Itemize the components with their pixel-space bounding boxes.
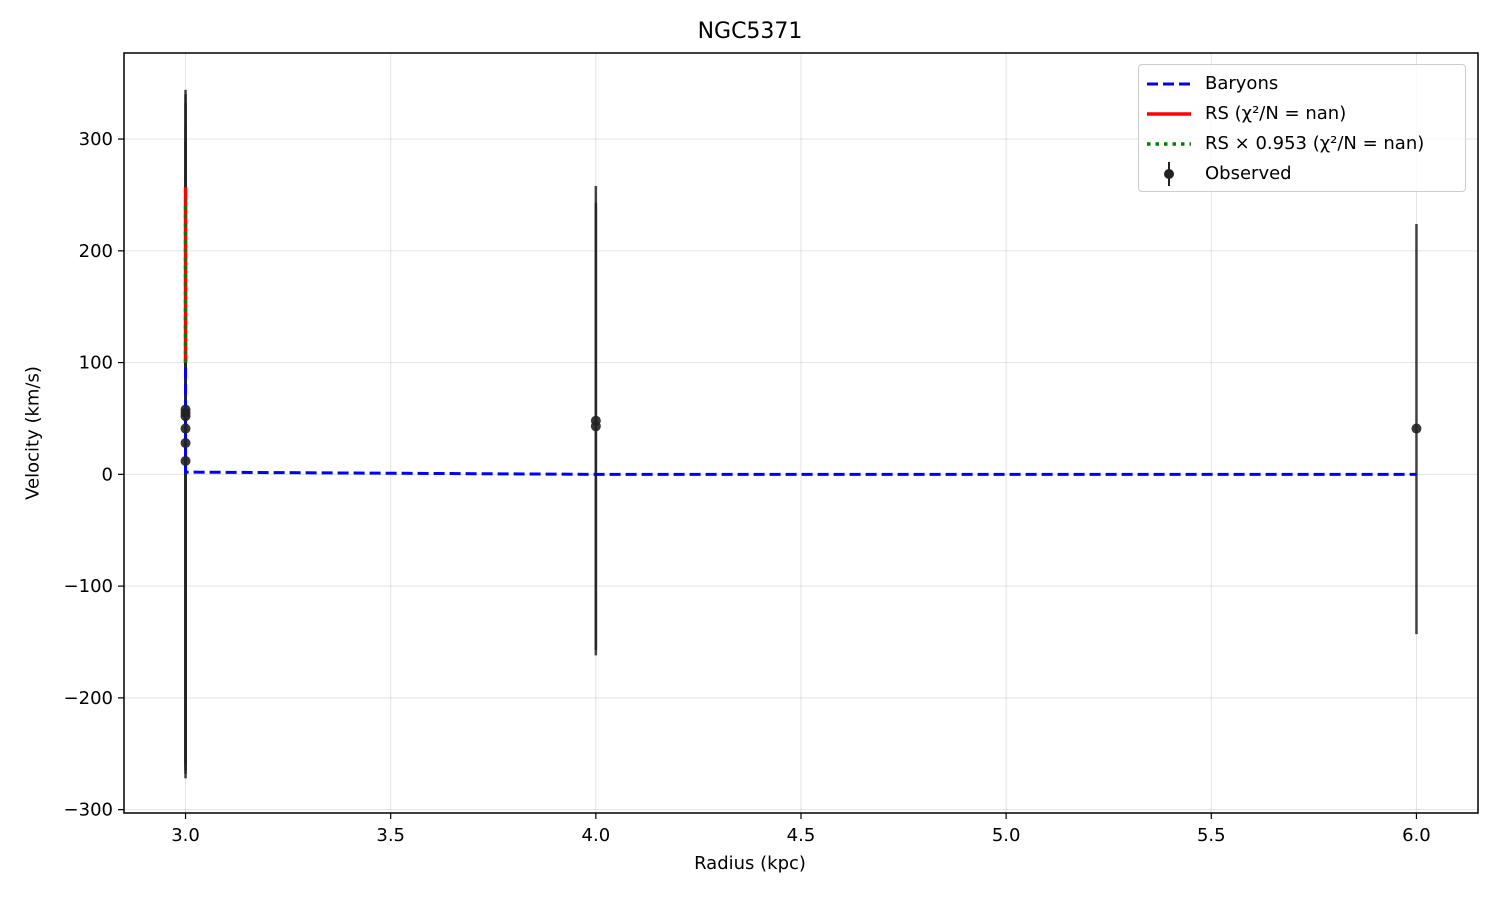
y-tick-label: −100 xyxy=(64,576,113,597)
legend-item-baryons: Baryons xyxy=(1139,70,1465,98)
legend-label: Observed xyxy=(1205,163,1292,184)
y-tick-label: 200 xyxy=(79,241,113,262)
y-tick-label: −300 xyxy=(64,800,113,821)
x-tick-label: 5.5 xyxy=(1197,825,1226,846)
observed-point xyxy=(180,423,191,434)
chart-title: NGC5371 xyxy=(697,19,803,44)
legend-label: Baryons xyxy=(1205,73,1279,94)
legend: Baryons RS (χ²/N = nan) RS × 0.953 (χ²/N… xyxy=(1138,64,1466,192)
observed-point xyxy=(1411,423,1422,434)
legend-swatch-dashed xyxy=(1147,82,1191,86)
x-axis-ticks: 3.0 3.5 4.0 4.5 5.0 5.5 6.0 xyxy=(171,813,1431,846)
y-tick-label: 300 xyxy=(79,129,113,150)
legend-label: RS (χ²/N = nan) xyxy=(1205,103,1347,124)
observed-point xyxy=(180,455,191,466)
y-axis-ticks: −300 −200 −100 0 100 200 300 xyxy=(64,129,124,821)
y-tick-label: −200 xyxy=(64,688,113,709)
x-tick-label: 3.5 xyxy=(376,825,405,846)
x-tick-label: 4.5 xyxy=(787,825,816,846)
observed-point xyxy=(180,411,191,422)
legend-item-observed: Observed xyxy=(1139,160,1465,188)
plot-series xyxy=(180,89,1422,779)
baryons-line xyxy=(184,368,1417,476)
x-tick-label: 3.0 xyxy=(171,825,200,846)
x-axis-label: Radius (kpc) xyxy=(694,853,806,874)
legend-swatch-errorbar xyxy=(1164,162,1174,186)
y-tick-label: 100 xyxy=(79,353,113,374)
legend-swatch-solid xyxy=(1147,112,1191,116)
x-tick-label: 4.0 xyxy=(582,825,611,846)
x-tick-label: 6.0 xyxy=(1402,825,1431,846)
observed-point xyxy=(590,421,601,432)
legend-swatch-dotted xyxy=(1147,142,1191,146)
legend-label: RS × 0.953 (χ²/N = nan) xyxy=(1205,133,1425,154)
legend-item-rs: RS (χ²/N = nan) xyxy=(1139,100,1465,128)
y-tick-label: 0 xyxy=(102,464,113,485)
legend-item-rs-scaled: RS × 0.953 (χ²/N = nan) xyxy=(1139,130,1465,158)
y-axis-label: Velocity (km/s) xyxy=(22,366,44,500)
observed-point xyxy=(180,438,191,449)
x-tick-label: 5.0 xyxy=(992,825,1021,846)
